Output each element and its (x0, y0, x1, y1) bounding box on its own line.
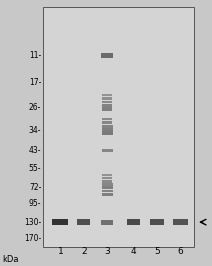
Bar (102, 94, 112, 96)
Bar (102, 186, 113, 189)
Bar (102, 104, 112, 107)
Text: 130-: 130- (24, 218, 41, 227)
Bar (102, 131, 113, 135)
Text: 4: 4 (131, 247, 136, 256)
Text: 17-: 17- (29, 78, 41, 87)
Text: 3: 3 (104, 247, 110, 256)
Bar (102, 148, 113, 152)
Bar (102, 190, 113, 192)
Bar (102, 118, 112, 120)
Text: kDa: kDa (2, 255, 19, 264)
Text: 72-: 72- (29, 183, 41, 192)
Bar (102, 121, 112, 124)
Text: 11-: 11- (29, 51, 41, 60)
Bar (102, 101, 112, 103)
Text: 34-: 34- (29, 126, 41, 135)
Bar (102, 177, 112, 180)
Bar (102, 180, 112, 183)
Bar (52, 219, 68, 225)
Text: 5: 5 (154, 247, 160, 256)
Bar (101, 53, 113, 58)
Bar (127, 219, 140, 225)
Text: 55-: 55- (29, 164, 41, 173)
Bar (173, 219, 188, 225)
Bar (102, 183, 113, 186)
Bar (102, 124, 113, 127)
Bar (102, 107, 112, 111)
Bar (102, 128, 113, 131)
Bar (102, 193, 113, 196)
Bar (43, 7, 194, 247)
Text: 6: 6 (177, 247, 183, 256)
Text: 95-: 95- (29, 199, 41, 208)
Bar (101, 220, 113, 225)
Bar (102, 174, 112, 176)
Bar (150, 219, 164, 225)
Text: 26-: 26- (29, 103, 41, 112)
Text: 2: 2 (81, 247, 86, 256)
Bar (102, 97, 112, 100)
Text: 1: 1 (57, 247, 63, 256)
Text: 170-: 170- (24, 234, 41, 243)
Bar (77, 219, 90, 225)
Text: 43-: 43- (29, 146, 41, 155)
